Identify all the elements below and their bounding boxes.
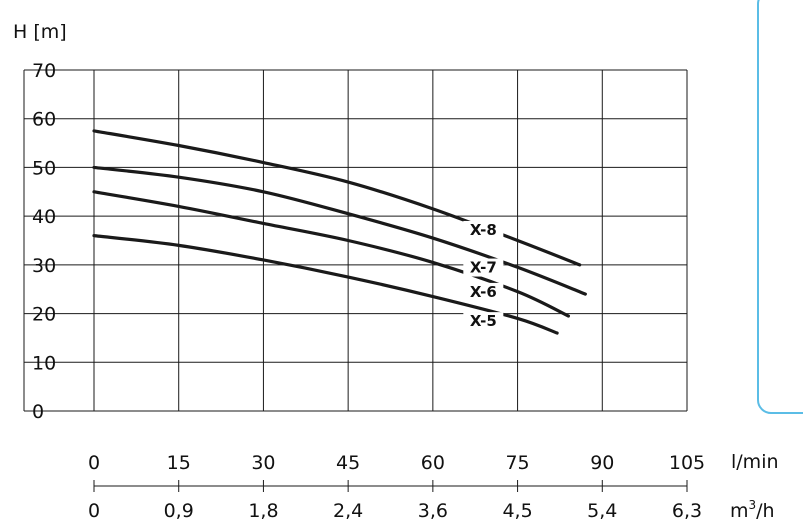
- y-tick-label: 70: [32, 60, 56, 82]
- curve-layer: [92, 129, 587, 335]
- series-label-x-8: X-8: [470, 221, 497, 239]
- series-label-bg: [463, 258, 504, 277]
- y-axis-title: H [m]: [13, 21, 67, 43]
- series-label-bg: [463, 220, 504, 239]
- x-tick-label: 90: [590, 452, 614, 474]
- x2-tick-label: 6,3: [672, 500, 702, 522]
- axis-layer: 0 10 20 30 40 50 60 70 0 15 30 45 60 75 90 105 0 0,9 1,8 2,…: [23, 60, 705, 522]
- y-tick-label: 10: [32, 352, 56, 374]
- curve-x-7: [92, 165, 587, 296]
- series-label-x-5: X-5: [470, 312, 497, 330]
- y-tick-label: 20: [32, 304, 56, 326]
- x2-tick-label: 4,5: [502, 500, 532, 522]
- y-tick-label: 0: [32, 401, 44, 423]
- curve-x-5: [92, 234, 559, 335]
- x-tick-label: 15: [167, 452, 191, 474]
- y-tick-label: 40: [32, 206, 56, 228]
- curve-x-8: [92, 129, 582, 267]
- x-tick-label: 60: [421, 452, 445, 474]
- x-tick-label: 45: [336, 452, 360, 474]
- decorative-side-panel: [757, 0, 803, 414]
- series-label-bg: [463, 312, 504, 331]
- x2-axis-title: m3/h: [730, 498, 775, 522]
- y-tick-label: 30: [32, 255, 56, 277]
- x2-tick-label: 3,6: [418, 500, 448, 522]
- series-label-x-6: X-6: [470, 283, 497, 301]
- x-tick-label: 105: [669, 452, 705, 474]
- x2-tick-label: 2,4: [333, 500, 363, 522]
- curve-x-6: [92, 190, 570, 318]
- x-tick-label: 0: [88, 452, 100, 474]
- x-tick-label: 75: [505, 452, 529, 474]
- grid-layer: [93, 69, 688, 412]
- x2-tick-label: 1,8: [248, 500, 278, 522]
- x2-tick-label: 0,9: [164, 500, 194, 522]
- series-label-bg: [463, 282, 504, 301]
- series-label-x-7: X-7: [470, 259, 497, 277]
- y-tick-label: 50: [32, 157, 56, 179]
- label-layer: X-8 X-7 X-6 X-5: [463, 220, 504, 331]
- x-axis-title: l/min: [731, 451, 779, 473]
- x-tick-label: 30: [251, 452, 275, 474]
- y-tick-label: 60: [32, 109, 56, 131]
- x2-tick-label: 0: [88, 500, 100, 522]
- x2-tick-label: 5,4: [587, 500, 617, 522]
